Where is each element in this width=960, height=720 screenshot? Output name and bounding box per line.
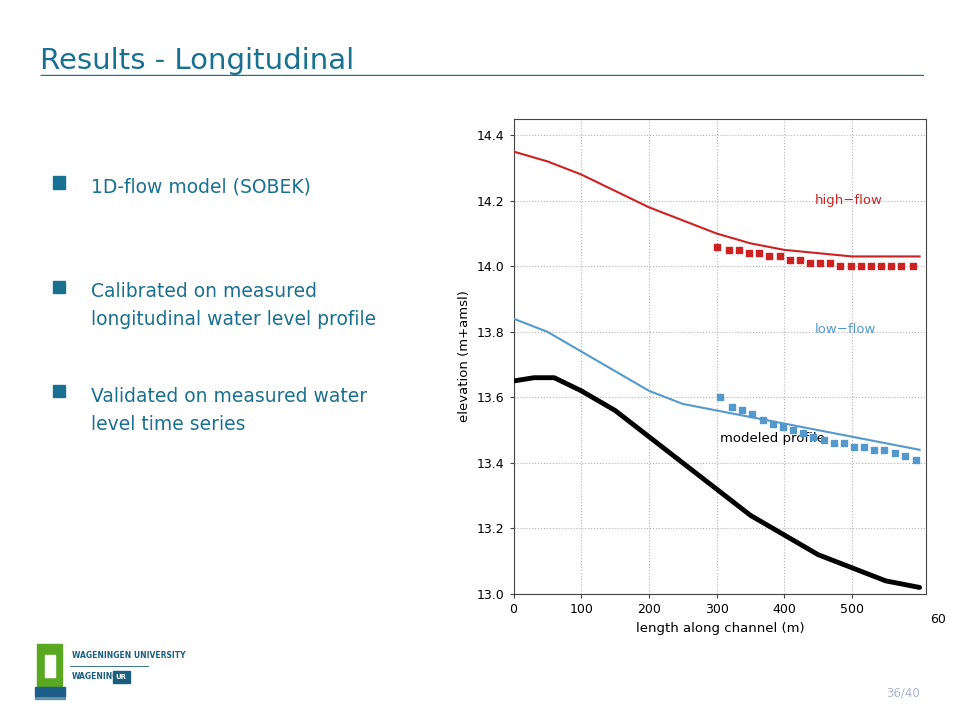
Point — [765, 418, 780, 429]
Bar — [35, 687, 64, 696]
Point — [867, 444, 882, 456]
Point — [776, 421, 791, 433]
Point — [863, 261, 878, 272]
Point — [843, 261, 858, 272]
Point — [894, 261, 909, 272]
Bar — [45, 654, 56, 678]
Point — [883, 261, 899, 272]
Text: modeled profile: modeled profile — [720, 432, 825, 445]
Point — [732, 244, 747, 256]
Point — [724, 402, 739, 413]
Y-axis label: elevation (m+amsl): elevation (m+amsl) — [458, 290, 471, 423]
Point — [905, 261, 921, 272]
Point — [836, 438, 852, 449]
Text: UR: UR — [115, 674, 127, 680]
Point — [734, 405, 750, 416]
Bar — [35, 696, 64, 698]
Point — [721, 244, 736, 256]
Point — [812, 257, 828, 269]
Text: Results - Longitudinal: Results - Longitudinal — [40, 47, 354, 75]
Bar — [37, 644, 62, 685]
Point — [708, 241, 724, 253]
Point — [741, 248, 756, 259]
Point — [856, 441, 872, 452]
Text: Calibrated on measured
longitudinal water level profile: Calibrated on measured longitudinal wate… — [91, 282, 376, 329]
X-axis label: length along channel (m): length along channel (m) — [636, 621, 804, 634]
Point — [832, 261, 848, 272]
Point — [772, 251, 787, 262]
Point — [874, 261, 889, 272]
Point — [752, 248, 767, 259]
Point — [712, 392, 728, 403]
Point — [796, 428, 811, 439]
Bar — [112, 671, 130, 683]
Text: high−flow: high−flow — [815, 194, 883, 207]
Point — [853, 261, 869, 272]
Point — [782, 254, 798, 266]
Text: low−flow: low−flow — [815, 323, 876, 336]
Text: 36/40: 36/40 — [886, 687, 920, 700]
Point — [816, 434, 831, 446]
Text: 1D-flow model (SOBEK): 1D-flow model (SOBEK) — [91, 178, 311, 197]
Point — [823, 257, 838, 269]
Point — [792, 254, 807, 266]
Point — [876, 444, 892, 456]
Text: WAGENINGEN: WAGENINGEN — [72, 672, 131, 680]
Point — [745, 408, 760, 420]
Point — [761, 251, 777, 262]
Point — [897, 451, 912, 462]
Text: Validated on measured water
level time series: Validated on measured water level time s… — [91, 387, 368, 433]
Point — [805, 431, 821, 443]
Text: 60: 60 — [930, 613, 947, 626]
Text: WAGENINGEN UNIVERSITY: WAGENINGEN UNIVERSITY — [72, 651, 185, 660]
Point — [908, 454, 924, 465]
Point — [755, 415, 770, 426]
Point — [785, 424, 801, 436]
Point — [803, 257, 818, 269]
Point — [847, 441, 862, 452]
Point — [887, 447, 902, 459]
Point — [826, 438, 841, 449]
